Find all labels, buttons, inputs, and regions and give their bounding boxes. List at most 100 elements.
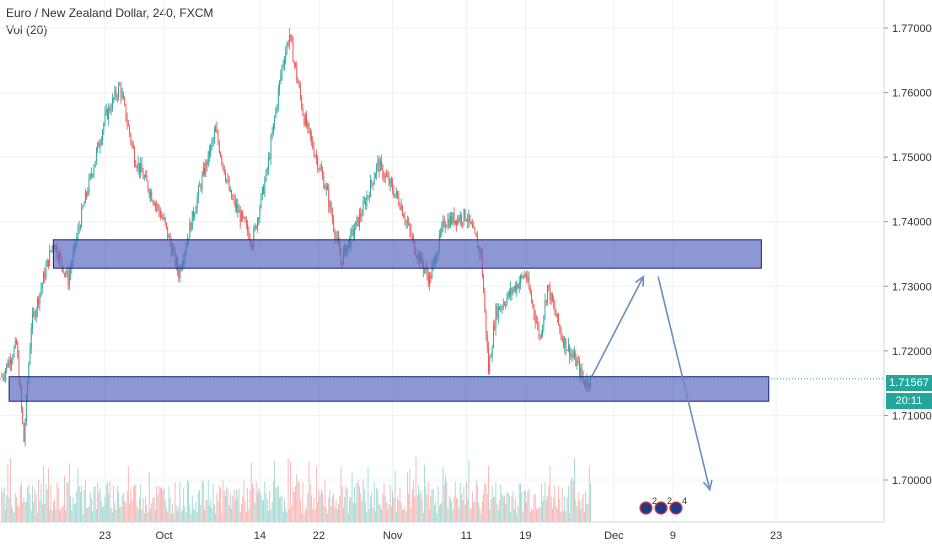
candle-body: [381, 161, 382, 166]
volume-bar: [38, 480, 40, 522]
candle-body: [502, 303, 504, 308]
candle-body: [200, 185, 202, 189]
volume-bar: [517, 506, 519, 522]
candle-body: [360, 213, 362, 217]
candle-body: [523, 274, 525, 278]
volume-bar: [97, 482, 99, 522]
volume-bar: [442, 466, 444, 522]
candle-body: [140, 163, 142, 173]
volume-bar: [210, 500, 212, 522]
candle-body: [206, 161, 208, 166]
candle-body: [239, 210, 241, 222]
candle-body: [255, 225, 257, 229]
candle-body: [518, 282, 520, 289]
candle-body: [226, 179, 228, 181]
volume-bar: [91, 498, 92, 522]
volume-bar: [55, 508, 57, 522]
volume-bar: [441, 501, 443, 522]
candle-body: [276, 106, 278, 109]
candle-body: [215, 128, 217, 133]
volume-bar: [146, 505, 148, 522]
volume-bar: [270, 509, 272, 522]
candle-body: [399, 204, 401, 210]
volume-bar: [1, 488, 3, 522]
volume-bar: [147, 511, 149, 522]
volume-bar: [411, 489, 413, 522]
volume-bar: [33, 501, 35, 522]
candle-body: [12, 356, 14, 361]
candle-body: [505, 304, 507, 306]
candle-body: [119, 84, 121, 86]
volume-bar: [366, 511, 368, 522]
candle-body: [110, 109, 112, 111]
candle-body: [8, 359, 10, 367]
volume-bar: [575, 498, 577, 522]
candle-body: [528, 277, 530, 289]
volume-bar: [197, 491, 199, 522]
volume-bar: [216, 493, 218, 522]
candle-body: [79, 227, 81, 228]
current-price-label: 1.71567: [886, 375, 932, 391]
volume-bar: [456, 498, 457, 522]
volume-bar: [436, 513, 438, 522]
candle-body: [243, 216, 245, 218]
volume-bar: [108, 493, 110, 522]
volume-bar: [93, 487, 95, 522]
volume-bar: [199, 489, 201, 522]
volume-bar: [398, 500, 400, 522]
volume-bar: [502, 496, 504, 522]
candle-body: [16, 340, 17, 344]
volume-bar: [577, 492, 579, 522]
candle-body: [77, 228, 79, 238]
volume-bar: [501, 493, 503, 522]
volume-bar: [50, 484, 52, 522]
volume-bar: [190, 513, 192, 522]
candle-body: [452, 213, 454, 223]
candle-body: [325, 186, 327, 189]
volume-bar: [18, 507, 20, 522]
candle-body: [453, 213, 455, 224]
candle-body: [2, 376, 4, 378]
volume-bar: [52, 501, 54, 522]
candle-body: [457, 217, 459, 225]
candle-body: [483, 276, 485, 293]
candle-body: [130, 133, 132, 143]
volume-bar: [103, 505, 105, 522]
volume-bar: [506, 492, 508, 522]
volume-bar: [209, 505, 210, 522]
candle-body: [189, 222, 191, 239]
volume-bar: [287, 458, 289, 522]
candle-body: [127, 123, 129, 126]
volume-bar: [351, 471, 353, 522]
volume-bar: [350, 497, 352, 522]
volume-bar: [104, 496, 106, 522]
volume-bar: [17, 505, 19, 522]
candle-body: [427, 274, 429, 285]
candle-body: [550, 293, 552, 301]
candle-body: [580, 368, 582, 376]
candle-body: [579, 361, 580, 376]
candle-body: [540, 335, 542, 337]
candle-body: [443, 220, 445, 227]
volume-bar: [286, 512, 288, 522]
volume-bar: [381, 509, 382, 522]
candle-body: [50, 250, 52, 252]
candle-body: [551, 293, 553, 302]
volume-bar: [40, 483, 42, 522]
volume-bar: [408, 493, 410, 522]
candle-body: [501, 307, 503, 309]
volume-bar: [292, 486, 294, 522]
candle-body: [539, 335, 541, 337]
candle-body: [105, 109, 107, 113]
volume-bar: [285, 508, 287, 522]
volume-bar: [193, 508, 194, 522]
candle-body: [126, 119, 128, 124]
candle-body: [41, 283, 43, 289]
volume-bar: [34, 489, 36, 522]
volume-bar: [402, 509, 403, 522]
candle-body: [319, 167, 321, 170]
candle-body: [496, 306, 498, 318]
volume-bar: [16, 497, 17, 522]
candle-body: [448, 219, 450, 228]
